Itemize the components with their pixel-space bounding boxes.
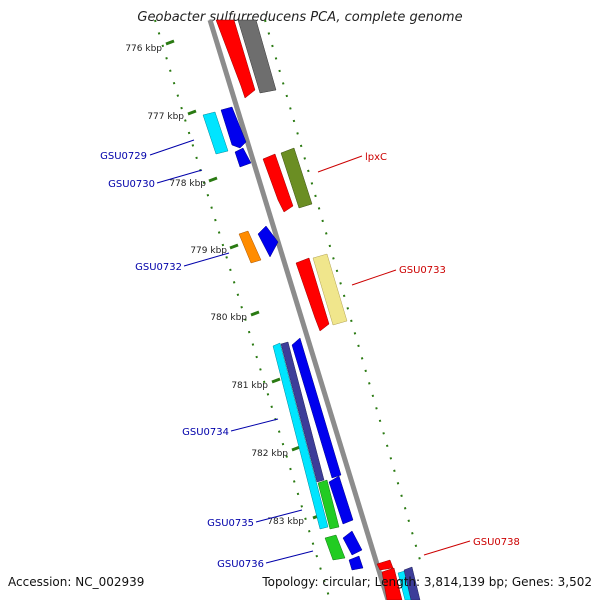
label-gsu0736[interactable]: GSU0736 — [217, 559, 264, 570]
feature-blue-7[interactable] — [348, 555, 364, 571]
feature-cyan-1[interactable] — [202, 111, 229, 155]
tick-778 — [208, 176, 218, 183]
leader-gsu0732 — [183, 252, 230, 267]
feature-red-lpxc[interactable] — [262, 153, 294, 213]
feature-green-2[interactable] — [324, 534, 346, 561]
genome-summary-text: Topology: circular; Length: 3,814,139 bp… — [262, 575, 592, 589]
feature-olive-lpxc[interactable] — [280, 147, 313, 209]
feature-cyan-2[interactable] — [272, 342, 329, 530]
leader-gsu0738 — [423, 540, 471, 556]
feature-red-bottom[interactable] — [381, 567, 403, 600]
feature-blue-6[interactable] — [342, 530, 363, 556]
leader-gsu0736 — [265, 550, 314, 564]
leader-lpxc — [317, 155, 363, 173]
label-gsu0730[interactable]: GSU0730 — [108, 179, 155, 190]
feature-blue-2[interactable] — [234, 147, 252, 168]
label-gsu0733[interactable]: GSU0733 — [399, 265, 446, 276]
leader-gsu0735 — [255, 509, 303, 523]
label-gsu0735[interactable]: GSU0735 — [207, 518, 254, 529]
tick-777 — [187, 109, 197, 116]
tick-label-781: 781 kbp — [231, 381, 268, 391]
accession-text: Accession: NC_002939 — [8, 575, 145, 589]
leader-gsu0734 — [230, 418, 279, 432]
feature-blue-3[interactable] — [257, 225, 279, 258]
tick-776 — [165, 39, 175, 46]
label-lpxc[interactable]: lpxC — [365, 152, 387, 163]
tick-label-777: 777 kbp — [147, 112, 184, 122]
leader-gsu0733 — [351, 269, 397, 286]
tick-label-782: 782 kbp — [251, 449, 288, 459]
feature-blue-1[interactable] — [220, 106, 247, 149]
feature-orange-1[interactable] — [238, 230, 262, 264]
tick-label-780: 780 kbp — [210, 313, 247, 323]
feature-navy-bottom[interactable] — [403, 566, 421, 600]
feature-red-gsu0738[interactable] — [376, 559, 394, 571]
feature-navy-1[interactable] — [280, 341, 325, 483]
track-guide-outer — [154, 19, 331, 600]
tick-779 — [229, 243, 239, 250]
leader-gsu0729 — [149, 139, 195, 156]
label-gsu0734[interactable]: GSU0734 — [182, 427, 229, 438]
feature-red-top[interactable] — [215, 19, 256, 99]
leader-gsu0730 — [156, 169, 203, 184]
tick-label-776: 776 kbp — [125, 44, 162, 54]
track-guide-inner — [264, 19, 421, 561]
feature-blue-4[interactable] — [291, 337, 342, 479]
label-gsu0732[interactable]: GSU0732 — [135, 262, 182, 273]
feature-green-1[interactable] — [317, 479, 340, 530]
backbone — [207, 19, 391, 600]
feature-gray-top[interactable] — [237, 19, 277, 94]
tick-label-783: 783 kbp — [267, 517, 304, 527]
feature-blue-5[interactable] — [328, 475, 354, 525]
tick-label-779: 779 kbp — [190, 246, 227, 256]
forward-strand-features — [215, 19, 421, 600]
tick-780 — [250, 310, 260, 317]
feature-khaki-gsu0733[interactable] — [312, 253, 348, 326]
reverse-strand-features — [202, 106, 364, 571]
tick-marks — [165, 39, 322, 520]
label-gsu0738[interactable]: GSU0738 — [473, 537, 520, 548]
tick-781 — [271, 377, 281, 384]
label-gsu0729[interactable]: GSU0729 — [100, 151, 147, 162]
tick-label-778: 778 kbp — [169, 179, 206, 189]
feature-red-gsu0733[interactable] — [295, 257, 330, 332]
tick-782 — [291, 445, 301, 452]
